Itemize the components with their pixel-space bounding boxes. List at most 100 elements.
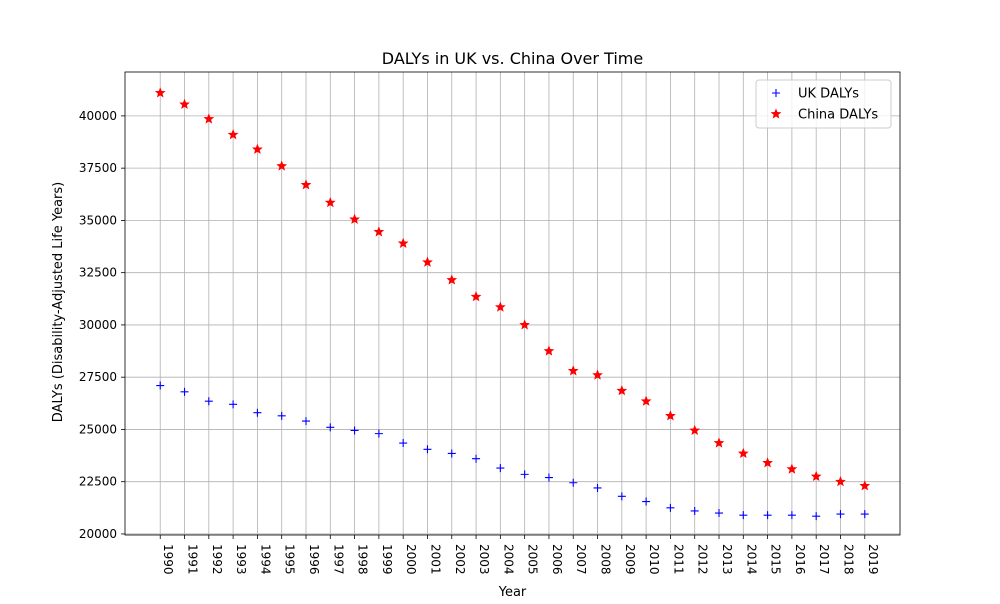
china-data-point	[179, 98, 190, 109]
x-tick-label: 2015	[769, 544, 783, 575]
china-data-point	[543, 345, 555, 356]
x-tick-label: 1993	[234, 544, 248, 575]
y-tick-label: 25000	[79, 422, 117, 436]
uk-data-point	[180, 387, 189, 396]
china-data-point	[446, 274, 458, 285]
china-data-point	[567, 365, 579, 376]
x-tick-label: 2000	[404, 544, 418, 575]
china-data-point	[276, 160, 288, 171]
china-data-point	[203, 113, 215, 124]
uk-data-point	[423, 445, 432, 454]
y-tick-label: 40000	[79, 109, 117, 123]
china-data-point	[665, 410, 676, 421]
x-tick-label: 2003	[477, 544, 491, 575]
uk-data-point	[787, 511, 796, 520]
china-data-point	[713, 437, 725, 448]
china-data-point	[810, 470, 822, 482]
uk-data-point	[472, 454, 481, 463]
x-tick-label: 2010	[647, 544, 661, 575]
china-data-point	[470, 291, 482, 302]
x-tick-label: 2018	[841, 544, 855, 575]
china-data-point	[397, 237, 409, 248]
uk-data-point	[836, 510, 845, 519]
uk-data-point	[739, 511, 748, 520]
uk-data-point	[447, 449, 456, 458]
uk-data-point	[399, 439, 408, 448]
uk-data-point	[374, 429, 383, 438]
y-tick-label: 27500	[79, 370, 117, 384]
uk-data-point	[860, 510, 869, 519]
x-tick-label: 1992	[210, 544, 224, 575]
uk-data-point	[666, 503, 675, 512]
uk-data-point	[301, 417, 310, 426]
china-data-point	[859, 480, 871, 491]
legend-uk-marker	[772, 89, 780, 97]
y-axis-label: DALYs (Disability-Adjusted Life Years)	[51, 182, 66, 422]
x-tick-label: 2005	[526, 544, 540, 575]
x-tick-label: 2004	[501, 544, 515, 575]
uk-data-point	[277, 411, 286, 420]
china-data-point	[373, 226, 385, 237]
x-tick-label: 2013	[720, 544, 734, 575]
x-tick-label: 2006	[550, 544, 564, 575]
y-tick-label: 37500	[79, 161, 117, 175]
china-data-point	[592, 369, 603, 380]
uk-data-point	[496, 464, 505, 473]
y-tick-label: 30000	[79, 318, 117, 332]
legend-box	[755, 79, 892, 129]
uk-data-point	[544, 473, 553, 482]
china-data-point	[616, 385, 628, 396]
legend-china-marker	[770, 108, 782, 119]
plot-area: 1990 1991 1992 1993 1994 1995 1996 1997 1998 1999…	[79, 71, 901, 575]
x-tick-label: 2007	[574, 544, 588, 575]
uk-data-point	[593, 483, 602, 492]
series-china	[154, 87, 871, 491]
china-data-point	[227, 129, 239, 140]
legend-label: China DALYs	[798, 108, 878, 123]
china-data-point	[519, 319, 530, 330]
uk-data-point	[763, 511, 772, 520]
x-tick-label: 1990	[161, 544, 175, 575]
x-axis-label: Year	[498, 585, 527, 600]
x-tick-label: 2017	[817, 544, 831, 575]
x-tick-label: 2016	[793, 544, 807, 575]
uk-data-point	[715, 509, 724, 518]
uk-data-point	[253, 408, 262, 417]
china-data-point	[252, 143, 263, 154]
plot-frame	[124, 71, 901, 536]
legend-label: UK DALYs	[798, 87, 859, 102]
china-data-point	[349, 213, 360, 224]
y-tick-label: 35000	[79, 213, 117, 227]
uk-data-point	[569, 478, 578, 487]
x-tick-label: 1997	[331, 544, 345, 575]
chart-title: DALYs in UK vs. China Over Time	[382, 49, 643, 68]
legend: UK DALYs China DALYs	[755, 79, 892, 129]
china-data-point	[300, 179, 312, 190]
x-tick-label: 2019	[866, 544, 880, 575]
uk-data-point	[156, 381, 165, 390]
x-tick-label: 1995	[283, 544, 297, 575]
x-tick-label: 1991	[186, 544, 200, 575]
y-tick-label: 22500	[79, 475, 117, 489]
china-data-point	[786, 463, 798, 474]
china-data-point	[495, 301, 506, 312]
china-data-point	[324, 197, 336, 208]
uk-data-point	[812, 512, 821, 521]
grid-lines	[125, 72, 900, 535]
x-tick-label: 2002	[453, 544, 467, 575]
y-tick-label: 20000	[79, 527, 117, 541]
uk-data-point	[642, 497, 651, 506]
x-tick-label: 2008	[599, 544, 613, 575]
y-tick-label: 32500	[79, 266, 117, 280]
china-data-point	[422, 256, 433, 267]
china-data-point	[154, 87, 166, 98]
x-tick-label: 1998	[356, 544, 370, 575]
x-tick-label: 2012	[696, 544, 710, 575]
china-data-point	[762, 457, 773, 468]
uk-data-point	[690, 506, 699, 515]
x-tick-label: 2014	[744, 544, 758, 575]
x-tick-label: 2001	[428, 544, 442, 575]
x-tick-label: 1994	[258, 544, 272, 575]
